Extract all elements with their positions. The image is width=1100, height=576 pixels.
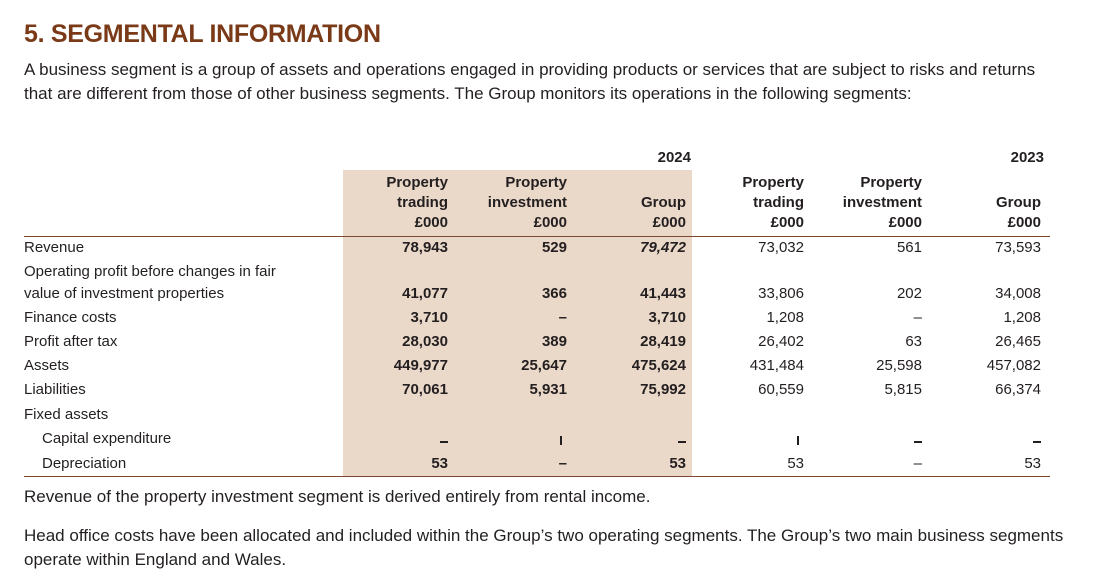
- cell: 5,815: [884, 381, 922, 398]
- cell: 26,465: [995, 333, 1041, 350]
- col-header-property-investment-2024: Property investment £000: [487, 174, 567, 231]
- nil-dash: [678, 441, 686, 443]
- cell: 1,208: [1003, 309, 1041, 326]
- col-header-group-2024: Group £000: [641, 194, 686, 231]
- cell: 529: [541, 239, 567, 256]
- cell: 73,593: [995, 239, 1041, 256]
- cell: 457,082: [986, 357, 1041, 374]
- cell: 28,030: [402, 333, 448, 350]
- row-label-assets: Assets: [24, 357, 70, 374]
- cell: 475,624: [631, 357, 686, 374]
- cell: 53: [787, 455, 804, 472]
- nil-dash: [440, 441, 448, 443]
- cell: –: [558, 455, 567, 472]
- row-label-operating-profit-line1: Operating profit before changes in fair: [24, 263, 276, 280]
- cell: 33,806: [758, 285, 804, 302]
- cell: 53: [431, 455, 448, 472]
- nil-dash: [1033, 441, 1041, 443]
- cell: 66,374: [995, 381, 1041, 398]
- cell: 3,710: [410, 309, 448, 326]
- cell: 449,977: [393, 357, 448, 374]
- cell: 25,647: [521, 357, 567, 374]
- cell: 41,443: [640, 285, 686, 302]
- cell: 53: [669, 455, 686, 472]
- cell: 75,992: [640, 381, 686, 398]
- cell: 53: [1024, 455, 1041, 472]
- cell: –: [913, 309, 922, 326]
- cell: 28,419: [640, 333, 686, 350]
- row-label-operating-profit-line2: value of investment properties: [24, 285, 225, 302]
- cell: 561: [896, 239, 922, 256]
- intro-paragraph: A business segment is a group of assets …: [24, 60, 1036, 103]
- cell: 26,402: [758, 333, 804, 350]
- revenue-note: Revenue of the property investment segme…: [24, 487, 651, 506]
- cell: –: [558, 309, 567, 326]
- cell: 63: [905, 333, 922, 350]
- cell: 34,008: [995, 285, 1041, 302]
- col-header-property-investment-2023: Property investment £000: [842, 174, 922, 231]
- row-label-profit-after-tax: Profit after tax: [24, 333, 118, 350]
- shaded-2024-columns: [343, 170, 692, 476]
- nil-dash: [560, 436, 562, 445]
- col-header-property-trading-2023: Property trading £000: [742, 174, 804, 231]
- cell: 431,484: [749, 357, 804, 374]
- row-label-revenue: Revenue: [24, 239, 85, 256]
- cell: 366: [541, 285, 567, 302]
- footer-rule: [24, 476, 1050, 477]
- year-header-2023: 2023: [1010, 149, 1044, 166]
- row-label-finance-costs: Finance costs: [24, 309, 117, 326]
- nil-dash: [797, 436, 799, 445]
- cell: 70,061: [402, 381, 448, 398]
- year-header-2024: 2024: [657, 149, 691, 166]
- section-title: 5. SEGMENTAL INFORMATION: [24, 20, 381, 48]
- head-office-note: Head office costs have been allocated an…: [24, 526, 1064, 569]
- col-header-group-2023: Group £000: [996, 194, 1041, 231]
- cell: 202: [896, 285, 922, 302]
- cell: 41,077: [402, 285, 448, 302]
- row-label-capital-expenditure: Capital expenditure: [42, 430, 172, 447]
- row-label-depreciation: Depreciation: [42, 455, 127, 472]
- nil-dash: [914, 441, 922, 443]
- cell: 73,032: [758, 239, 804, 256]
- cell: 3,710: [648, 309, 686, 326]
- col-header-property-trading-2024: Property trading £000: [386, 174, 448, 231]
- cell: 1,208: [766, 309, 804, 326]
- cell: 79,472: [640, 239, 686, 256]
- row-label-fixed-assets: Fixed assets: [24, 406, 109, 423]
- cell: 60,559: [758, 381, 804, 398]
- cell: 5,931: [529, 381, 567, 398]
- cell: 389: [541, 333, 567, 350]
- row-label-liabilities: Liabilities: [24, 381, 86, 398]
- header-rule: [24, 236, 1050, 237]
- cell: –: [913, 455, 922, 472]
- cell: 25,598: [876, 357, 922, 374]
- cell: 78,943: [402, 239, 448, 256]
